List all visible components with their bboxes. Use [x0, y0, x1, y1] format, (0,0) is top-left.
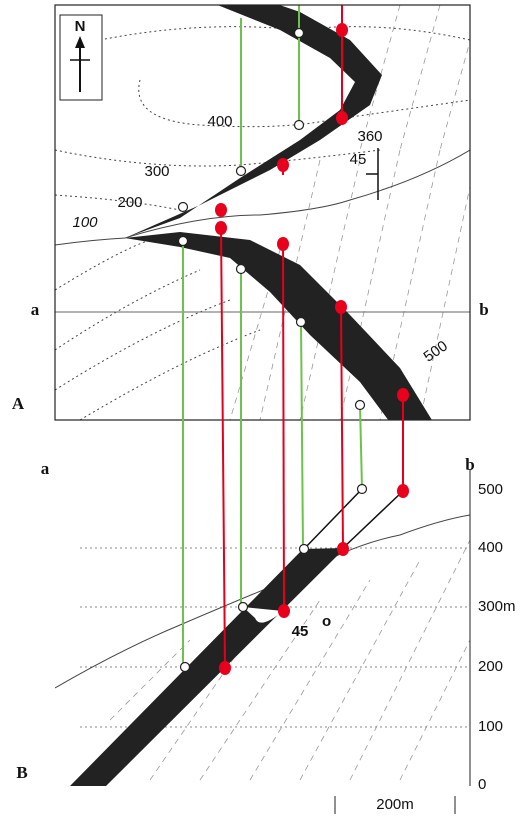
hatching — [229, 5, 470, 420]
contour — [55, 239, 261, 420]
hatching — [109, 539, 470, 781]
section — [55, 488, 470, 786]
bed-section — [70, 548, 345, 786]
scale-label: 200m — [376, 796, 414, 813]
end-label: a — [41, 459, 50, 478]
contour-label: 500 — [421, 337, 451, 365]
bed-lower-limb — [125, 232, 432, 420]
elevation-label: 400 — [478, 539, 503, 556]
panel-label: A — [12, 394, 25, 413]
map — [55, 5, 470, 420]
elevation-label: 300m — [478, 598, 516, 615]
contact-points — [177, 23, 409, 675]
north-label: N — [75, 18, 86, 35]
strike-label: 360 — [357, 128, 382, 145]
angle-label: 45 — [292, 623, 309, 640]
dip-label: 45 — [350, 151, 367, 168]
contour — [55, 194, 181, 211]
contour-label: 300 — [144, 163, 169, 180]
elevation-label: 0 — [478, 776, 486, 793]
angle-unit: o — [322, 613, 331, 630]
projection-lines — [182, 227, 404, 669]
projection-lines — [240, 5, 343, 175]
contour — [138, 79, 470, 128]
elevation-label: 500 — [478, 481, 503, 498]
elevation-label: 100 — [478, 718, 503, 735]
contour-label: 200 — [117, 194, 142, 211]
contour — [55, 149, 381, 167]
panel-label: B — [16, 763, 27, 782]
elevation-label: 200 — [478, 658, 503, 675]
contour-label: 400 — [207, 113, 232, 130]
end-label: b — [479, 300, 488, 319]
contour-label: 100 — [72, 214, 98, 231]
bed-projection — [303, 488, 363, 550]
north-arrowhead — [75, 36, 85, 48]
end-label: b — [465, 455, 474, 474]
angle-wedge — [243, 607, 283, 623]
end-label: a — [31, 300, 40, 319]
bed-projection — [341, 490, 404, 550]
topo-line — [55, 149, 470, 246]
map-frame — [54, 4, 471, 421]
bed-upper-limb — [125, 5, 382, 238]
